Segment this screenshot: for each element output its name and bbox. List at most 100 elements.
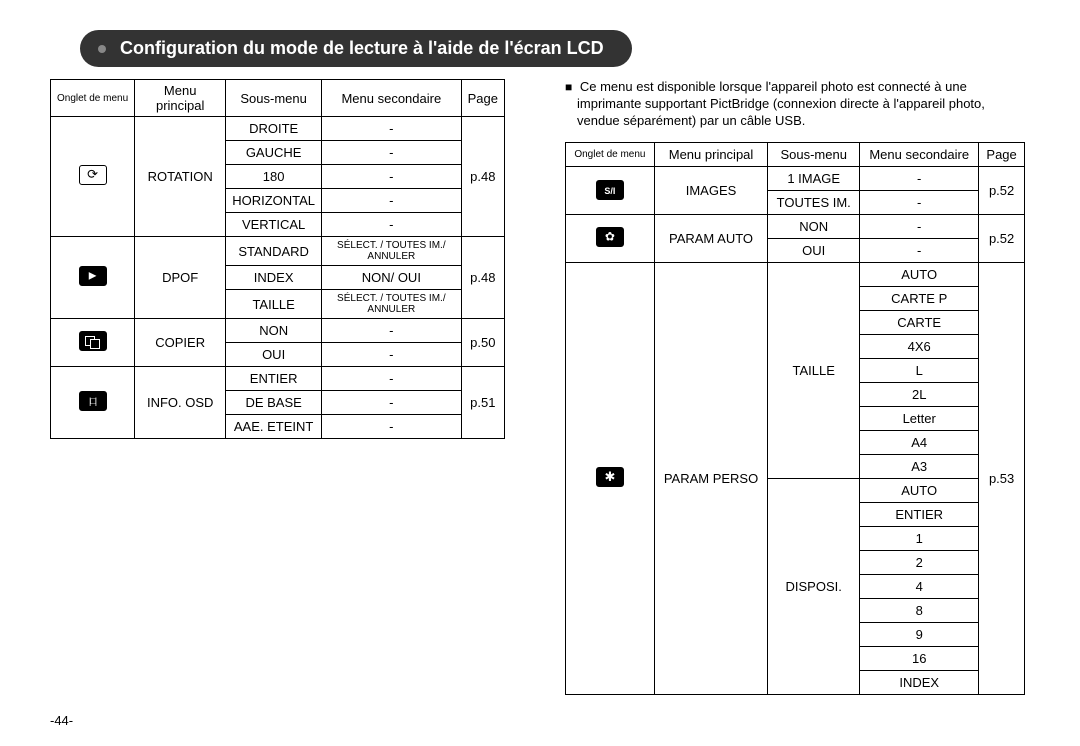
si-icon: S/I bbox=[596, 180, 624, 200]
note-text: ■ Ce menu est disponible lorsque l'appar… bbox=[565, 79, 1025, 130]
cell-page: p.51 bbox=[461, 367, 504, 439]
cell-icon bbox=[566, 262, 655, 694]
cell-secondaire: - bbox=[322, 117, 462, 141]
cell-principal: COPIER bbox=[135, 319, 226, 367]
page-title: Configuration du mode de lecture à l'aid… bbox=[80, 30, 632, 67]
cell-secondaire: SÉLECT. / TOUTES IM./ ANNULER bbox=[322, 237, 462, 266]
rotate-icon bbox=[79, 165, 107, 185]
cell-secondaire: A3 bbox=[860, 454, 979, 478]
cell-page: p.48 bbox=[461, 237, 504, 319]
cell-sous: AAE. ETEINT bbox=[226, 415, 322, 439]
cell-sous: GAUCHE bbox=[226, 141, 322, 165]
cell-secondaire: L bbox=[860, 358, 979, 382]
cell-secondaire: AUTO bbox=[860, 478, 979, 502]
page-container: Configuration du mode de lecture à l'aid… bbox=[0, 0, 1080, 746]
cell-principal: PARAM AUTO bbox=[654, 214, 767, 262]
right-column: ■ Ce menu est disponible lorsque l'appar… bbox=[565, 79, 1025, 695]
table-header-row: Onglet de menu Menu principal Sous-menu … bbox=[566, 142, 1025, 166]
th-onglet: Onglet de menu bbox=[566, 142, 655, 166]
columns: Onglet de menu Menu principal Sous-menu … bbox=[50, 79, 1030, 695]
cell-principal: ROTATION bbox=[135, 117, 226, 237]
cell-secondaire: - bbox=[322, 343, 462, 367]
cell-icon bbox=[51, 367, 135, 439]
cell-secondaire: - bbox=[860, 214, 979, 238]
cell-secondaire: 4X6 bbox=[860, 334, 979, 358]
cell-secondaire: - bbox=[322, 391, 462, 415]
cell-principal: DPOF bbox=[135, 237, 226, 319]
cell-secondaire: - bbox=[860, 190, 979, 214]
cell-secondaire: - bbox=[322, 213, 462, 237]
cell-sous: 1 IMAGE bbox=[768, 166, 860, 190]
cell-secondaire: - bbox=[860, 238, 979, 262]
table-row: ROTATIONDROITE-p.48 bbox=[51, 117, 505, 141]
th-secondaire: Menu secondaire bbox=[322, 80, 462, 117]
cell-icon bbox=[51, 117, 135, 237]
cell-secondaire: ENTIER bbox=[860, 502, 979, 526]
cell-sous: NON bbox=[226, 319, 322, 343]
cell-page: p.48 bbox=[461, 117, 504, 237]
cell-sous: TAILLE bbox=[768, 262, 860, 478]
table-row: PARAM PERSOTAILLEAUTOp.53 bbox=[566, 262, 1025, 286]
th-page: Page bbox=[979, 142, 1025, 166]
cell-icon: S/I bbox=[566, 166, 655, 214]
cell-sous: OUI bbox=[226, 343, 322, 367]
cell-sous: NON bbox=[768, 214, 860, 238]
cell-principal: INFO. OSD bbox=[135, 367, 226, 439]
cell-secondaire: 9 bbox=[860, 622, 979, 646]
cell-sous: ENTIER bbox=[226, 367, 322, 391]
cell-secondaire: INDEX bbox=[860, 670, 979, 694]
copy-icon bbox=[79, 331, 107, 351]
left-column: Onglet de menu Menu principal Sous-menu … bbox=[50, 79, 505, 695]
cell-page: p.53 bbox=[979, 262, 1025, 694]
th-principal: Menu principal bbox=[654, 142, 767, 166]
th-sous: Sous-menu bbox=[226, 80, 322, 117]
left-menu-table: Onglet de menu Menu principal Sous-menu … bbox=[50, 79, 505, 439]
cell-secondaire: 16 bbox=[860, 646, 979, 670]
cell-secondaire: 2 bbox=[860, 550, 979, 574]
th-sous: Sous-menu bbox=[768, 142, 860, 166]
cell-secondaire: A4 bbox=[860, 430, 979, 454]
cell-secondaire: 4 bbox=[860, 574, 979, 598]
info-icon bbox=[79, 391, 107, 411]
cell-secondaire: Letter bbox=[860, 406, 979, 430]
auto-icon bbox=[596, 227, 624, 247]
cell-secondaire: - bbox=[322, 319, 462, 343]
cell-sous: STANDARD bbox=[226, 237, 322, 266]
cell-page: p.52 bbox=[979, 214, 1025, 262]
cell-sous: OUI bbox=[768, 238, 860, 262]
cell-principal: IMAGES bbox=[654, 166, 767, 214]
table-row: PARAM AUTONON-p.52 bbox=[566, 214, 1025, 238]
cell-secondaire: SÉLECT. / TOUTES IM./ ANNULER bbox=[322, 290, 462, 319]
cell-icon bbox=[51, 319, 135, 367]
cell-sous: DISPOSI. bbox=[768, 478, 860, 694]
cell-sous: DROITE bbox=[226, 117, 322, 141]
cell-secondaire: CARTE P bbox=[860, 286, 979, 310]
custom-icon bbox=[596, 467, 624, 487]
cell-page: p.52 bbox=[979, 166, 1025, 214]
table-header-row: Onglet de menu Menu principal Sous-menu … bbox=[51, 80, 505, 117]
cell-sous: 180 bbox=[226, 165, 322, 189]
th-principal: Menu principal bbox=[135, 80, 226, 117]
th-secondaire: Menu secondaire bbox=[860, 142, 979, 166]
table-row: S/IIMAGES1 IMAGE-p.52 bbox=[566, 166, 1025, 190]
bullet-icon: ■ bbox=[565, 80, 572, 94]
page-number: -44- bbox=[50, 713, 73, 728]
cell-secondaire: - bbox=[322, 189, 462, 213]
cell-sous: TOUTES IM. bbox=[768, 190, 860, 214]
cell-principal: PARAM PERSO bbox=[654, 262, 767, 694]
cell-secondaire: 2L bbox=[860, 382, 979, 406]
cell-secondaire: - bbox=[860, 166, 979, 190]
cell-secondaire: CARTE bbox=[860, 310, 979, 334]
cell-secondaire: - bbox=[322, 141, 462, 165]
cell-sous: HORIZONTAL bbox=[226, 189, 322, 213]
cell-secondaire: AUTO bbox=[860, 262, 979, 286]
th-onglet: Onglet de menu bbox=[51, 80, 135, 117]
right-menu-table: Onglet de menu Menu principal Sous-menu … bbox=[565, 142, 1025, 695]
table-row: COPIERNON-p.50 bbox=[51, 319, 505, 343]
cell-sous: DE BASE bbox=[226, 391, 322, 415]
dpof-icon bbox=[79, 266, 107, 286]
cell-page: p.50 bbox=[461, 319, 504, 367]
cell-icon bbox=[566, 214, 655, 262]
note-content: Ce menu est disponible lorsque l'apparei… bbox=[577, 79, 985, 128]
cell-sous: VERTICAL bbox=[226, 213, 322, 237]
